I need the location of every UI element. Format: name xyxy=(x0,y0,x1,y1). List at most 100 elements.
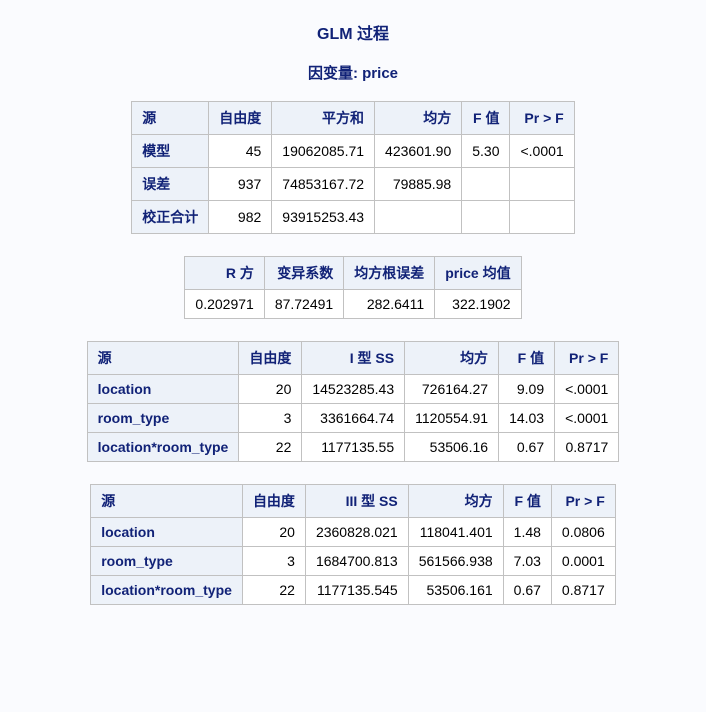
col-p: Pr > F xyxy=(555,342,619,375)
cell-ms: 1120554.91 xyxy=(405,404,499,433)
type3-ss-table: 源 自由度 III 型 SS 均方 F 值 Pr > F location 20… xyxy=(90,484,616,605)
cell-p: 0.8717 xyxy=(555,433,619,462)
cell-rsq: 0.202971 xyxy=(185,290,264,319)
cell-ms: 53506.16 xyxy=(405,433,499,462)
cell-ss: 19062085.71 xyxy=(272,135,375,168)
col-ms: 均方 xyxy=(375,102,462,135)
cell-f: 1.48 xyxy=(503,518,551,547)
table-row: location 20 14523285.43 726164.27 9.09 <… xyxy=(87,375,619,404)
cell-ms: 561566.938 xyxy=(408,547,503,576)
type1-ss-table: 源 自由度 I 型 SS 均方 F 值 Pr > F location 20 1… xyxy=(87,341,620,462)
col-df: 自由度 xyxy=(209,102,272,135)
cell-rmse: 282.6411 xyxy=(344,290,435,319)
cell-ss: 74853167.72 xyxy=(272,168,375,201)
cell-ss: 3361664.74 xyxy=(302,404,405,433)
col-rsq: R 方 xyxy=(185,257,264,290)
table-row: location*room_type 22 1177135.55 53506.1… xyxy=(87,433,619,462)
cell-f: 14.03 xyxy=(499,404,555,433)
cell-df: 3 xyxy=(242,547,305,576)
cell-f: 5.30 xyxy=(462,135,510,168)
cell-df: 3 xyxy=(239,404,302,433)
table-row: location*room_type 22 1177135.545 53506.… xyxy=(91,576,616,605)
row-label: 校正合计 xyxy=(132,201,209,234)
cell-ms: 118041.401 xyxy=(408,518,503,547)
col-ss: III 型 SS xyxy=(305,485,408,518)
row-label: location xyxy=(87,375,239,404)
col-f: F 值 xyxy=(462,102,510,135)
table-row: room_type 3 1684700.813 561566.938 7.03 … xyxy=(91,547,616,576)
cell-df: 20 xyxy=(242,518,305,547)
cell-p: 0.0806 xyxy=(551,518,615,547)
cell-cv: 87.72491 xyxy=(264,290,343,319)
cell-ss: 14523285.43 xyxy=(302,375,405,404)
row-label: 模型 xyxy=(132,135,209,168)
row-label: location xyxy=(91,518,243,547)
cell-df: 22 xyxy=(239,433,302,462)
cell-p: <.0001 xyxy=(510,135,574,168)
table-row: 0.202971 87.72491 282.6411 322.1902 xyxy=(185,290,521,319)
table-header-row: 源 自由度 III 型 SS 均方 F 值 Pr > F xyxy=(91,485,616,518)
cell-f: 0.67 xyxy=(499,433,555,462)
table-header-row: 源 自由度 平方和 均方 F 值 Pr > F xyxy=(132,102,574,135)
col-ss: 平方和 xyxy=(272,102,375,135)
col-df: 自由度 xyxy=(242,485,305,518)
cell-ss: 1177135.55 xyxy=(302,433,405,462)
page-subtitle: 因变量: price xyxy=(20,62,686,83)
col-p: Pr > F xyxy=(551,485,615,518)
table-row: 校正合计 982 93915253.43 xyxy=(132,201,574,234)
cell-df: 937 xyxy=(209,168,272,201)
table-row: 误差 937 74853167.72 79885.98 xyxy=(132,168,574,201)
cell-ss: 1177135.545 xyxy=(305,576,408,605)
col-f: F 值 xyxy=(499,342,555,375)
cell-ms: 53506.161 xyxy=(408,576,503,605)
cell-df: 982 xyxy=(209,201,272,234)
row-label: room_type xyxy=(91,547,243,576)
col-source: 源 xyxy=(87,342,239,375)
table-row: 模型 45 19062085.71 423601.90 5.30 <.0001 xyxy=(132,135,574,168)
col-ms: 均方 xyxy=(405,342,499,375)
cell-p: <.0001 xyxy=(555,375,619,404)
table-header-row: 源 自由度 I 型 SS 均方 F 值 Pr > F xyxy=(87,342,619,375)
cell-ss: 93915253.43 xyxy=(272,201,375,234)
cell-ms: 726164.27 xyxy=(405,375,499,404)
table-header-row: R 方 变异系数 均方根误差 price 均值 xyxy=(185,257,521,290)
page-title: GLM 过程 xyxy=(20,20,686,44)
col-source: 源 xyxy=(91,485,243,518)
cell-ss: 2360828.021 xyxy=(305,518,408,547)
col-mean: price 均值 xyxy=(435,257,521,290)
anova-table: 源 自由度 平方和 均方 F 值 Pr > F 模型 45 19062085.7… xyxy=(131,101,574,234)
cell-f xyxy=(462,201,510,234)
col-ss: I 型 SS xyxy=(302,342,405,375)
col-source: 源 xyxy=(132,102,209,135)
cell-ss: 1684700.813 xyxy=(305,547,408,576)
col-cv: 变异系数 xyxy=(264,257,343,290)
cell-ms: 423601.90 xyxy=(375,135,462,168)
cell-f: 9.09 xyxy=(499,375,555,404)
col-f: F 值 xyxy=(503,485,551,518)
cell-p xyxy=(510,201,574,234)
cell-df: 22 xyxy=(242,576,305,605)
cell-p: 0.8717 xyxy=(551,576,615,605)
col-rmse: 均方根误差 xyxy=(344,257,435,290)
row-label: location*room_type xyxy=(87,433,239,462)
row-label: location*room_type xyxy=(91,576,243,605)
cell-mean: 322.1902 xyxy=(435,290,521,319)
cell-f xyxy=(462,168,510,201)
cell-ms xyxy=(375,201,462,234)
cell-f: 0.67 xyxy=(503,576,551,605)
col-df: 自由度 xyxy=(239,342,302,375)
table-row: room_type 3 3361664.74 1120554.91 14.03 … xyxy=(87,404,619,433)
row-label: 误差 xyxy=(132,168,209,201)
cell-ms: 79885.98 xyxy=(375,168,462,201)
fit-stats-table: R 方 变异系数 均方根误差 price 均值 0.202971 87.7249… xyxy=(184,256,521,319)
table-row: location 20 2360828.021 118041.401 1.48 … xyxy=(91,518,616,547)
cell-f: 7.03 xyxy=(503,547,551,576)
col-p: Pr > F xyxy=(510,102,574,135)
cell-df: 20 xyxy=(239,375,302,404)
cell-df: 45 xyxy=(209,135,272,168)
cell-p: 0.0001 xyxy=(551,547,615,576)
col-ms: 均方 xyxy=(408,485,503,518)
cell-p: <.0001 xyxy=(555,404,619,433)
row-label: room_type xyxy=(87,404,239,433)
cell-p xyxy=(510,168,574,201)
